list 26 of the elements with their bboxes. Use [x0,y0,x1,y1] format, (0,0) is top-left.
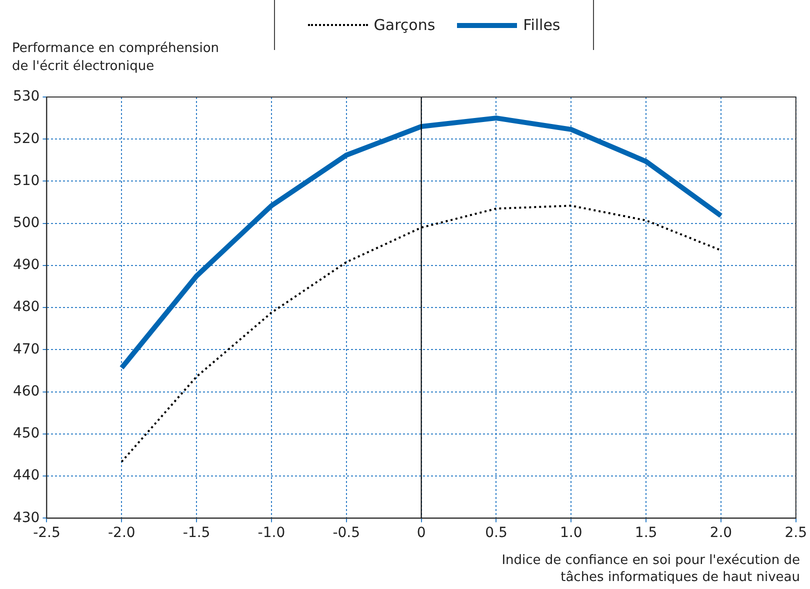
y-tick-label: 530 [12,88,40,105]
y-tick-label: 470 [12,341,40,358]
x-tick-label: 2.5 [784,525,807,542]
x-tick-label: 1.5 [634,525,658,542]
y-tick-label: 430 [12,510,40,526]
y-tick-label: 480 [12,299,40,316]
y-tick-label: 500 [12,215,40,231]
x-tick-label: -1.0 [258,525,286,542]
x-tick-label: -2.0 [108,525,136,542]
x-tick-label: 2.0 [710,525,732,542]
x-tick-label: 0.5 [485,525,508,542]
legend-label: Garçons [374,16,436,34]
y-tick-label: 490 [12,257,40,274]
x-tick-label: -0.5 [332,525,360,542]
y-axis-title: Performance en compréhension de l'écrit électronique [12,40,220,76]
x-tick-label: -2.5 [33,525,60,542]
x-tick-label: -1.5 [182,525,210,542]
y-tick-label: 450 [12,426,40,442]
x-axis-title: Indice de confiance en soi pour l'exécution de tâches informatiques de haut niveau [500,552,800,586]
y-tick-label: 440 [12,468,40,484]
y-tick-label: 460 [12,383,40,400]
x-tick-label: 1.0 [560,525,582,542]
y-tick-label: 510 [12,172,40,189]
x-tick-label: 0 [416,525,426,542]
y-tick-label: 520 [12,130,40,147]
legend-label: Filles [523,16,560,34]
